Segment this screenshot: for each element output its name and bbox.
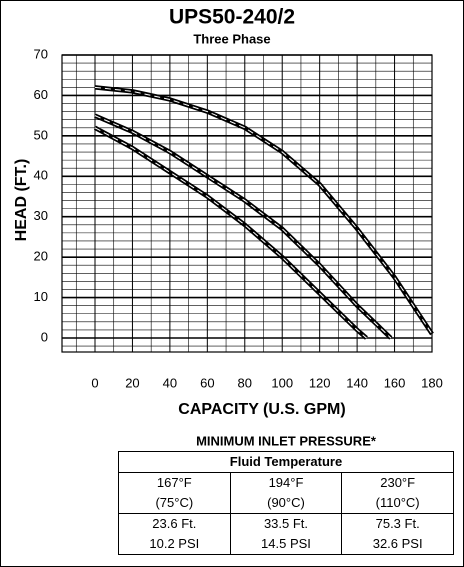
y-tick-label: 60 xyxy=(34,87,48,102)
x-tick-label: 140 xyxy=(346,375,368,390)
curve-dash xyxy=(94,115,392,339)
plot-frame xyxy=(61,54,433,353)
cell: 75.3 Ft. 32.6 PSI xyxy=(341,513,454,555)
cell-text: 75.3 Ft. xyxy=(375,516,420,531)
x-tick-label: 20 xyxy=(125,375,139,390)
x-tick-label: 160 xyxy=(384,375,406,390)
cell-text: (75°C) xyxy=(155,495,194,510)
cell: 23.6 Ft. 10.2 PSI xyxy=(118,513,231,555)
y-tick-label: 50 xyxy=(34,127,48,142)
pressure-table: Fluid Temperature 167°F (75°C) 194°F (90°C… xyxy=(118,451,454,555)
y-tick-label: 40 xyxy=(34,168,48,183)
cell: 230°F (110°C) xyxy=(341,472,454,514)
y-axis-label: HEAD (FT.) xyxy=(13,159,30,242)
cell-text: 167°F xyxy=(156,475,192,490)
cell-text: (90°C) xyxy=(267,495,305,510)
chart-subtitle: Three Phase xyxy=(193,31,270,46)
curve xyxy=(94,113,393,340)
curve xyxy=(94,85,434,336)
curve-dash xyxy=(94,127,367,339)
cell-text: 23.6 Ft. xyxy=(152,516,197,531)
cell-text: 32.6 PSI xyxy=(372,536,423,551)
y-tick-label: 70 xyxy=(34,46,48,61)
cell: 33.5 Ft. 14.5 PSI xyxy=(229,513,343,555)
x-tick-label: 60 xyxy=(200,375,214,390)
cell-text: (110°C) xyxy=(375,495,420,510)
y-tick-label: 20 xyxy=(34,249,48,264)
x-tick-label: 40 xyxy=(163,375,177,390)
cell-text: 10.2 PSI xyxy=(149,536,200,551)
x-tick-label: 120 xyxy=(309,375,331,390)
x-tick-label: 100 xyxy=(271,375,293,390)
cell-text: 14.5 PSI xyxy=(261,536,311,551)
table-header: Fluid Temperature xyxy=(118,451,454,473)
cell: 167°F (75°C) xyxy=(118,472,231,514)
cell: 194°F (90°C) xyxy=(229,472,343,514)
cell-text: 194°F xyxy=(268,475,304,490)
y-tick-label: 0 xyxy=(41,329,48,344)
table-title: MINIMUM INLET PRESSURE* xyxy=(196,433,377,448)
x-tick-label: 0 xyxy=(91,375,98,390)
cell-text: 33.5 Ft. xyxy=(263,516,309,531)
y-tick-label: 10 xyxy=(34,289,48,304)
x-tick-label: 80 xyxy=(238,375,252,390)
cell-text: 230°F xyxy=(380,475,416,490)
x-axis-label: CAPACITY (U.S. GPM) xyxy=(178,401,345,418)
y-tick-label: 30 xyxy=(34,208,48,223)
x-tick-label: 180 xyxy=(421,375,443,390)
chart-title: UPS50-240/2 xyxy=(169,6,295,29)
